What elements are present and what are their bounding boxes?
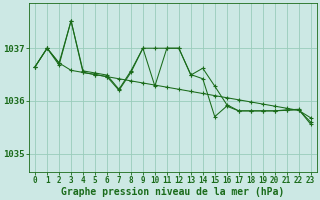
X-axis label: Graphe pression niveau de la mer (hPa): Graphe pression niveau de la mer (hPa) [61,186,284,197]
